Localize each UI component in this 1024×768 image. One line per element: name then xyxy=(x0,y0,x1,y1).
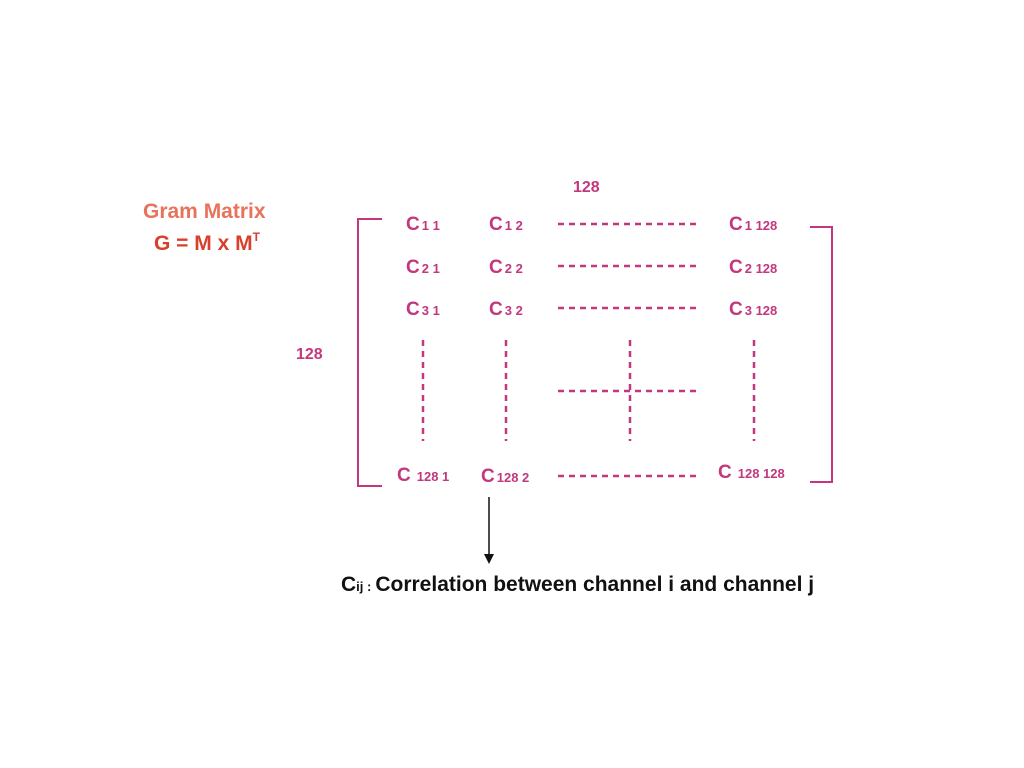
column-count-label: 128 xyxy=(573,179,600,196)
cell-128-2: C 128 2 xyxy=(481,466,530,487)
note-subscript: ij : xyxy=(356,579,372,594)
note-text: Correlation between channel i and channe… xyxy=(375,573,815,596)
note-symbol: C xyxy=(341,573,357,596)
cell-128-128: C 128 128 xyxy=(718,462,785,483)
arrow-head xyxy=(484,554,494,564)
formula-text: G = M x M xyxy=(154,232,253,255)
diagram-title: Gram Matrix xyxy=(143,200,266,223)
correlation-note: Cij : Correlation between channel i and c… xyxy=(341,573,814,597)
cell-128-1: C 128 1 xyxy=(397,465,450,486)
row-count-label: 128 xyxy=(296,346,323,363)
right-bracket xyxy=(810,226,833,483)
left-bracket xyxy=(357,218,382,487)
gram-formula: G = M x MT xyxy=(154,230,260,256)
formula-superscript: T xyxy=(252,230,260,244)
